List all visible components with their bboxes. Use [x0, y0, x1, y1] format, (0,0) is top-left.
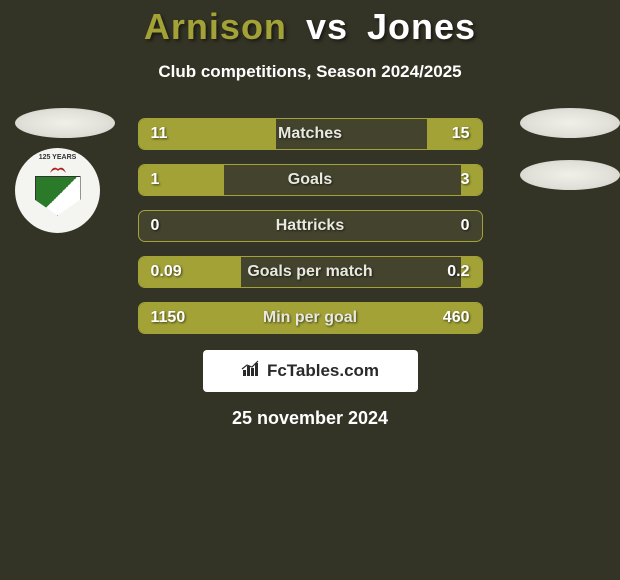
- bar-row: 1 Goals 3: [138, 164, 483, 196]
- bar-row: 11 Matches 15: [138, 118, 483, 150]
- content: 125 YEARS 11 Matches 15 1 Goals 3: [0, 118, 620, 429]
- bar-value-right: 0: [461, 217, 470, 235]
- player1-badges: 125 YEARS: [15, 108, 100, 233]
- player2-ellipse-2: [520, 160, 620, 190]
- comparison-bars: 11 Matches 15 1 Goals 3 0 Hattricks 0 0.…: [138, 118, 483, 334]
- title-player1: Arnison: [144, 6, 287, 47]
- bar-row: 0.09 Goals per match 0.2: [138, 256, 483, 288]
- date-text: 25 november 2024: [0, 408, 620, 429]
- bar-value-right: 15: [452, 125, 470, 143]
- crest-shield-icon: [35, 176, 81, 216]
- title-vs: vs: [306, 6, 348, 47]
- bar-label: Matches: [139, 125, 482, 143]
- bar-value-right: 0.2: [447, 263, 469, 281]
- page-title: Arnison vs Jones: [0, 0, 620, 48]
- player1-ellipse: [15, 108, 115, 138]
- footer-brand-badge: FcTables.com: [203, 350, 418, 392]
- bar-value-right: 460: [443, 309, 470, 327]
- player1-crest: 125 YEARS: [15, 148, 100, 233]
- bar-value-right: 3: [461, 171, 470, 189]
- bar-label: Goals: [139, 171, 482, 189]
- chart-bars-icon: [241, 360, 261, 383]
- bar-row: 0 Hattricks 0: [138, 210, 483, 242]
- bar-label: Goals per match: [139, 263, 482, 281]
- footer-brand-text: FcTables.com: [267, 361, 379, 381]
- player2-badges: [520, 108, 605, 190]
- bar-row: 1150 Min per goal 460: [138, 302, 483, 334]
- bar-label: Min per goal: [139, 309, 482, 327]
- bar-label: Hattricks: [139, 217, 482, 235]
- crest-dragon-icon: [23, 162, 93, 178]
- title-player2: Jones: [367, 6, 476, 47]
- player2-ellipse-1: [520, 108, 620, 138]
- crest-top-text: 125 YEARS: [23, 154, 93, 161]
- subtitle: Club competitions, Season 2024/2025: [0, 62, 620, 82]
